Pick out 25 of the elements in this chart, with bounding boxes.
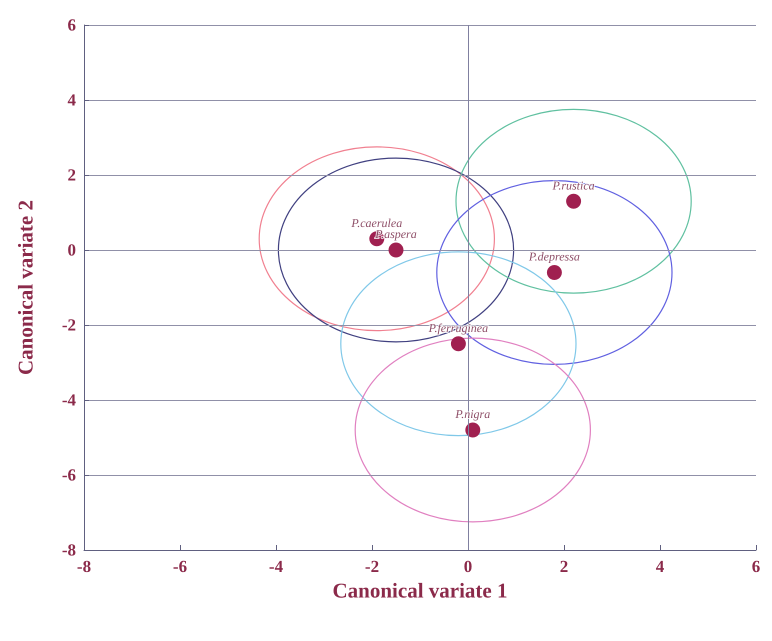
point	[566, 194, 582, 209]
x-axis-title: Canonical variate 1	[332, 578, 508, 602]
x-tick-label: 0	[464, 557, 472, 576]
y-tick-label: -2	[62, 316, 76, 334]
x-tick-label: -4	[268, 557, 284, 576]
x-tick-label: -2	[364, 557, 380, 576]
point	[465, 422, 480, 438]
y-tick-label: 2	[68, 166, 76, 184]
x-tick-label: 2	[560, 557, 568, 576]
y-tick-label: -6	[62, 466, 76, 484]
y-tick-label: -8	[62, 540, 76, 560]
annotation: P.depressa	[528, 250, 580, 264]
x-tick-label: -6	[172, 557, 188, 576]
y-tick-label: -4	[62, 390, 76, 410]
point	[388, 242, 404, 258]
y-tick-label: 0	[68, 240, 76, 260]
y-axis-title: Canonical variate 2	[14, 200, 38, 375]
point	[546, 265, 562, 280]
y-tick-label: 6	[68, 16, 76, 34]
x-tick-label: 6	[752, 557, 760, 576]
y-tick-label: 4	[68, 90, 76, 110]
x-tick-label: 4	[656, 557, 665, 576]
annotation: P.rustica	[552, 178, 595, 192]
point	[450, 336, 466, 352]
annotation: P.caerulea	[350, 216, 402, 230]
